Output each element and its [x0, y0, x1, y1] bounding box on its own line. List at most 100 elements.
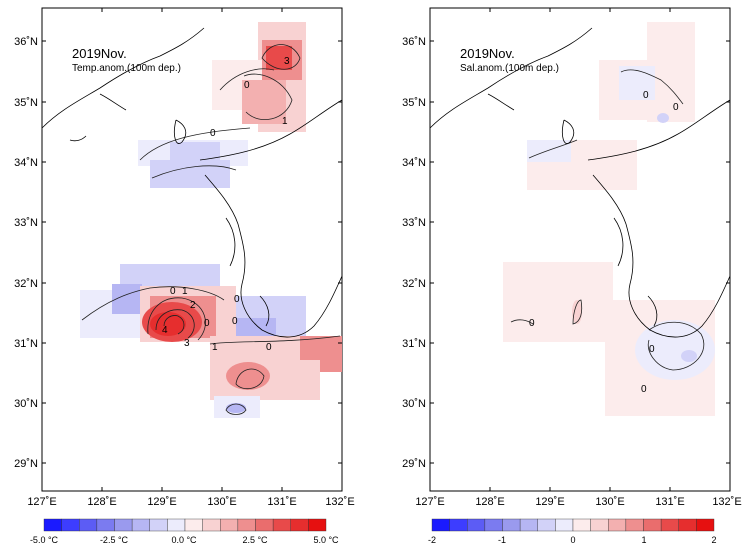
colorbar-swatch: [572, 518, 591, 532]
contour-label: 0: [244, 80, 250, 91]
y-tick-label: 33˚N: [402, 217, 426, 229]
colorbar-swatch: [537, 518, 556, 532]
contour-lines: [81, 44, 341, 415]
contour-label: 0: [232, 316, 238, 327]
contour-label: 1: [282, 116, 288, 127]
contour-labels: 0 0 0 0 0: [529, 90, 679, 395]
colorbar-labels: -2 -1 0 1 2: [428, 535, 717, 545]
colorbar-swatch: [502, 518, 521, 532]
x-tick-label: 127˚E: [415, 496, 444, 508]
y-tick-label: 36˚N: [402, 36, 426, 48]
contour-label: 0: [170, 286, 176, 297]
map-subtitle: Temp.anom.(100m dep.): [72, 63, 181, 74]
colorbar-label: 2: [711, 535, 716, 545]
contour-label: 4: [162, 325, 168, 336]
salinity-anomaly-map: 0 0 0 0 0 2019Nov. Sal.anom.(100m dep.) …: [402, 7, 742, 545]
y-tick-label: 30˚N: [402, 398, 426, 410]
colorbar-label: 1: [641, 535, 646, 545]
x-tick-label: 129˚E: [535, 496, 564, 508]
colorbar-swatch: [149, 518, 168, 532]
x-tick-label: 127˚E: [27, 496, 56, 508]
colorbar-swatch: [272, 518, 291, 532]
colorbar-swatch: [660, 518, 679, 532]
x-tick-label: 128˚E: [87, 496, 116, 508]
colorbar-swatch: [114, 518, 133, 532]
x-axis: 127˚E 128˚E 129˚E 130˚E 131˚E 132˚E: [415, 496, 741, 508]
temperature-anomaly-panel: 3 0 1 0 0 0 1 2 4 3 0 1 0 0 2019Nov. Tem…: [0, 0, 376, 547]
y-tick-label: 35˚N: [402, 97, 426, 109]
salinity-anomaly-panel: 0 0 0 0 0 2019Nov. Sal.anom.(100m dep.) …: [377, 0, 753, 547]
contour-label: 3: [184, 338, 190, 349]
contour-label: 0: [234, 294, 240, 305]
colorbar-swatch: [643, 518, 662, 532]
contour-label: 2: [190, 300, 196, 311]
colorbar-swatch: [255, 518, 274, 532]
contour-label: 0: [673, 102, 679, 113]
colorbar-label: -2.5 °C: [100, 535, 129, 545]
colorbar-swatch: [625, 518, 644, 532]
colorbar-label: 5.0 °C: [313, 535, 339, 545]
y-tick-label: 32˚N: [402, 278, 426, 290]
coastline: [41, 27, 343, 338]
colorbar-swatch: [290, 518, 309, 532]
colorbar-label: -5.0 °C: [30, 535, 59, 545]
colorbar-swatch: [431, 518, 450, 532]
colorbar-swatch: [678, 518, 697, 532]
colorbar-swatch: [202, 518, 221, 532]
contour-label: 0: [266, 342, 272, 353]
temperature-anomaly-map: 3 0 1 0 0 0 1 2 4 3 0 1 0 0 2019Nov. Tem…: [14, 7, 355, 545]
contour-label: 0: [210, 128, 216, 139]
colorbar-swatch: [184, 518, 203, 532]
y-tick-label: 32˚N: [14, 278, 38, 290]
colorbar-swatch: [96, 518, 115, 532]
anomaly-field: [503, 22, 715, 416]
colorbar-swatch: [43, 518, 62, 532]
contour-label: 0: [641, 384, 647, 395]
y-tick-label: 29˚N: [402, 458, 426, 470]
colorbar-swatch: [608, 518, 627, 532]
colorbar-swatch: [467, 518, 486, 532]
colorbar-labels: -5.0 °C -2.5 °C 0.0 °C 2.5 °C 5.0 °C: [30, 535, 339, 545]
y-ticks: [430, 40, 730, 464]
y-axis: 36˚N 35˚N 34˚N 33˚N 32˚N 31˚N 30˚N 29˚N: [402, 36, 426, 470]
y-tick-label: 36˚N: [14, 36, 38, 48]
map-title: 2019Nov.: [72, 46, 127, 61]
x-tick-label: 130˚E: [595, 496, 624, 508]
y-tick-label: 31˚N: [14, 338, 38, 350]
x-tick-label: 130˚E: [207, 496, 236, 508]
y-tick-label: 31˚N: [402, 338, 426, 350]
colorbar-swatch: [237, 518, 256, 532]
contour-label: 3: [284, 56, 290, 67]
colorbar-label: 2.5 °C: [242, 535, 268, 545]
contour-labels: 3 0 1 0 0 0 1 2 4 3 0 1 0 0: [162, 56, 290, 353]
colorbar-swatch: [79, 518, 98, 532]
y-ticks: [42, 40, 342, 464]
contour-label: 1: [182, 286, 188, 297]
colorbar-swatch: [484, 518, 503, 532]
y-axis: 36˚N 35˚N 34˚N 33˚N 32˚N 31˚N 30˚N 29˚N: [14, 36, 38, 470]
colorbar-swatch: [308, 518, 327, 532]
colorbar-swatch: [167, 518, 186, 532]
colorbar-swatch: [131, 518, 150, 532]
coastline: [429, 27, 731, 338]
colorbar-label: 0.0 °C: [171, 535, 197, 545]
x-tick-label: 128˚E: [475, 496, 504, 508]
colorbar: [431, 518, 715, 532]
colorbar-label: 0: [570, 535, 575, 545]
colorbar-swatch: [220, 518, 239, 532]
x-ticks: [489, 8, 671, 491]
y-tick-label: 29˚N: [14, 458, 38, 470]
colorbar-swatch: [696, 518, 715, 532]
colorbar-label: -2: [428, 535, 436, 545]
colorbar: [43, 518, 327, 532]
x-tick-label: 132˚E: [325, 496, 354, 508]
map-subtitle: Sal.anom.(100m dep.): [460, 63, 559, 74]
y-tick-label: 35˚N: [14, 97, 38, 109]
y-tick-label: 34˚N: [14, 157, 38, 169]
y-tick-label: 30˚N: [14, 398, 38, 410]
y-tick-label: 34˚N: [402, 157, 426, 169]
x-tick-label: 129˚E: [147, 496, 176, 508]
y-tick-label: 33˚N: [14, 217, 38, 229]
colorbar-swatch: [590, 518, 609, 532]
colorbar-label: -1: [498, 535, 506, 545]
